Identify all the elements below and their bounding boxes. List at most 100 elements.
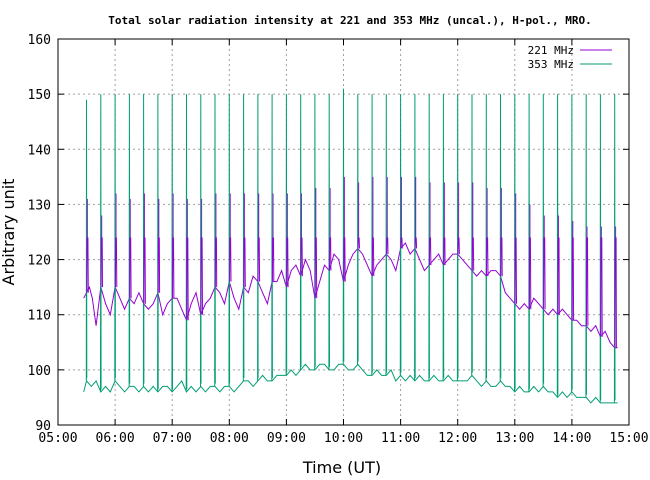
calibration-spike-353 — [271, 94, 273, 381]
calibration-edge-221 — [200, 237, 203, 315]
calibration-spike-353 — [471, 94, 473, 376]
calibration-edge-221 — [414, 237, 418, 249]
calibration-pulse-221 — [258, 193, 260, 238]
y-tick-label: 110 — [28, 309, 51, 324]
calibration-edge-221 — [186, 237, 189, 321]
x-tick-label: 07:00 — [153, 431, 192, 446]
calibration-pulse-221 — [87, 198, 88, 238]
calibration-pulse-221 — [215, 193, 217, 238]
calibration-pulse-221 — [329, 187, 331, 238]
calibration-pulse-221 — [558, 215, 559, 238]
calibration-edge-221 — [400, 237, 403, 249]
calibration-edge-221 — [86, 237, 89, 293]
calibration-edge-221 — [143, 237, 146, 304]
calibration-spike-353 — [299, 94, 302, 370]
calibration-pulse-221 — [172, 193, 174, 238]
calibration-pulse-221 — [244, 193, 245, 238]
calibration-pulse-221 — [572, 221, 574, 238]
calibration-edge-221 — [214, 237, 218, 288]
calibration-spike-353 — [385, 94, 388, 376]
calibration-pulse-221 — [415, 176, 417, 238]
calibration-edge-221 — [314, 237, 318, 299]
calibration-edge-221 — [271, 237, 275, 282]
calibration-edge-221 — [600, 237, 603, 337]
calibration-pulse-221 — [615, 226, 617, 238]
calibration-pulse-221 — [187, 198, 188, 238]
calibration-spike-353 — [414, 94, 416, 381]
calibration-pulse-221 — [486, 187, 488, 238]
y-tick-label: 130 — [28, 198, 51, 213]
calibration-edge-221 — [100, 237, 103, 288]
x-tick-label: 09:00 — [267, 431, 306, 446]
calibration-edge-221 — [386, 237, 389, 255]
calibration-pulse-221 — [158, 198, 160, 238]
calibration-pulse-221 — [101, 215, 103, 238]
calibration-edge-221 — [514, 237, 517, 304]
calibration-spike-353 — [228, 94, 231, 387]
x-tick-label: 15:00 — [609, 431, 648, 446]
calibration-pulse-221 — [386, 176, 388, 238]
y-tick-label: 140 — [28, 143, 51, 158]
legend-label-221: 221 MHz — [528, 44, 574, 57]
y-tick-label: 100 — [28, 364, 51, 379]
calibration-spike-353 — [485, 94, 487, 381]
calibration-pulse-221 — [429, 182, 431, 238]
calibration-edge-221 — [571, 237, 575, 321]
calibration-spike-353 — [499, 94, 502, 381]
calibration-pulse-221 — [344, 176, 345, 238]
calibration-edge-221 — [157, 237, 161, 293]
calibration-pulse-221 — [515, 193, 517, 238]
x-tick-label: 11:00 — [381, 431, 420, 446]
calibration-spike-353 — [456, 94, 459, 381]
calibration-spike-353 — [314, 94, 316, 370]
calibration-edge-221 — [471, 237, 475, 271]
plot-area — [83, 88, 618, 404]
calibration-edge-221 — [229, 237, 232, 282]
calibration-pulse-221 — [358, 182, 360, 238]
calibration-spike-353 — [100, 94, 102, 392]
x-tick-label: 05:00 — [38, 431, 77, 446]
y-tick-label: 150 — [28, 88, 51, 103]
y-tick-label: 160 — [28, 33, 51, 48]
calibration-pulse-221 — [401, 176, 402, 238]
series-line-221 — [83, 242, 618, 349]
calibration-edge-221 — [586, 237, 589, 326]
x-tick-label: 08:00 — [210, 431, 249, 446]
calibration-pulse-221 — [301, 193, 302, 238]
calibration-pulse-221 — [287, 193, 288, 238]
calibration-pulse-221 — [601, 226, 602, 238]
calibration-pulse-221 — [115, 193, 117, 238]
calibration-edge-221 — [371, 237, 375, 277]
calibration-spike-353 — [342, 88, 345, 365]
calibration-edge-221 — [286, 237, 289, 288]
calibration-pulse-221 — [458, 182, 460, 238]
calibration-spike-353 — [214, 94, 216, 387]
calibration-pulse-221 — [586, 226, 588, 238]
calibration-edge-221 — [172, 237, 175, 299]
x-axis-label: Time (UT) — [302, 458, 381, 477]
calibration-spike-353 — [428, 94, 430, 381]
y-axis-label: Arbitrary unit — [0, 179, 18, 286]
calibration-edge-221 — [343, 237, 346, 282]
x-tick-label: 12:00 — [438, 431, 477, 446]
calibration-edge-221 — [129, 237, 132, 299]
calibration-pulse-221 — [144, 193, 145, 238]
x-tick-label: 06:00 — [96, 431, 135, 446]
calibration-edge-221 — [443, 237, 446, 266]
chart-title: Total solar radiation intensity at 221 a… — [108, 14, 591, 27]
y-tick-label: 90 — [35, 419, 51, 434]
calibration-pulse-221 — [315, 187, 317, 238]
calibration-edge-221 — [243, 237, 246, 288]
calibration-pulse-221 — [372, 176, 374, 238]
calibration-pulse-221 — [501, 187, 502, 238]
x-tick-label: 10:00 — [324, 431, 363, 446]
calibration-edge-221 — [543, 237, 546, 310]
calibration-pulse-221 — [201, 198, 203, 238]
x-tick-label: 14:00 — [552, 431, 591, 446]
calibration-spike-353 — [442, 94, 445, 381]
calibration-edge-221 — [329, 237, 332, 271]
calibration-edge-221 — [614, 237, 617, 348]
calibration-edge-221 — [557, 237, 560, 315]
calibration-pulse-221 — [444, 182, 445, 238]
